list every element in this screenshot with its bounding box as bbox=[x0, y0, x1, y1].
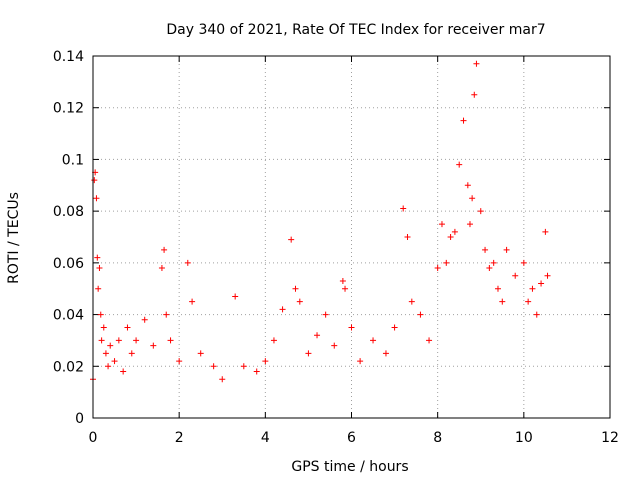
tick-labels: 0 2 4 6 8 10 12 0 0.02 0.04 0.06 0.08 0.1 0.12 0.14 bbox=[53, 49, 619, 446]
y-tick-label: 0.08 bbox=[53, 204, 84, 220]
y-tick-label: 0.04 bbox=[53, 308, 84, 324]
grid bbox=[92, 55, 611, 419]
x-tick-label: 8 bbox=[433, 430, 442, 446]
x-axis-label: GPS time / hours bbox=[291, 459, 408, 475]
y-tick-label: 0 bbox=[75, 411, 84, 427]
x-tick-label: 12 bbox=[601, 430, 619, 446]
x-tick-label: 2 bbox=[175, 430, 184, 446]
y-axis-label: ROTI / TECUs bbox=[6, 192, 22, 284]
y-tick-label: 0.14 bbox=[53, 49, 84, 65]
x-tick-label: 0 bbox=[89, 430, 98, 446]
data-points bbox=[90, 60, 551, 383]
y-tick-label: 0.06 bbox=[53, 256, 84, 272]
plot-frame bbox=[92, 55, 611, 419]
chart-title: Day 340 of 2021, Rate Of TEC Index for r… bbox=[166, 22, 545, 38]
y-tick-label: 0.12 bbox=[53, 101, 84, 117]
x-tick-label: 6 bbox=[347, 430, 356, 446]
roti-markers bbox=[90, 60, 551, 383]
x-tick-label: 10 bbox=[515, 430, 533, 446]
x-tick-label: 4 bbox=[261, 430, 270, 446]
y-tick-label: 0.02 bbox=[53, 359, 84, 375]
y-tick-label: 0.1 bbox=[62, 152, 84, 168]
